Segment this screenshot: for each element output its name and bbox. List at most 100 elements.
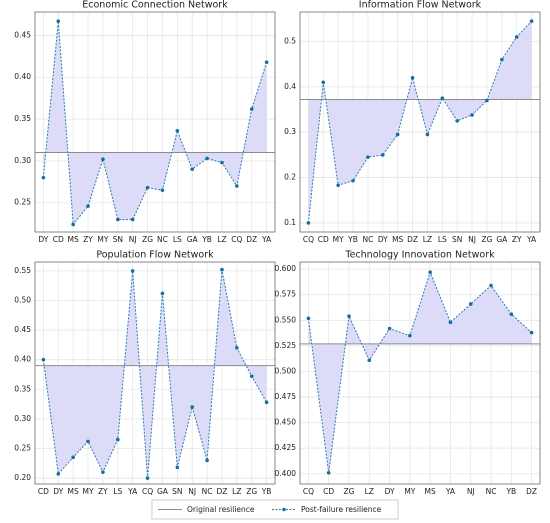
point [367,358,372,363]
x-tick-label: CQ [231,235,242,244]
point [425,132,430,137]
point [56,472,61,476]
y-tick-label: 0.425 [275,443,297,452]
point [220,267,224,272]
x-tick-label: GA [496,235,508,244]
point [86,204,90,208]
x-tick-label: GA [157,487,169,496]
point [249,107,254,111]
x-tick-label: NC [157,235,168,244]
x-tick-label: ZG [344,487,355,496]
point [500,57,504,62]
point [455,119,460,123]
x-tick-label: ZG [246,487,257,496]
x-tick-label: DZ [526,487,537,496]
x-tick-label: CD [53,235,64,244]
y-tick-label: 0.5 [284,36,296,45]
x-tick-label: CD [38,487,49,496]
point [347,314,351,319]
point [381,153,385,157]
x-tick-label: ZG [481,235,492,244]
x-tick-label: YA [127,487,138,496]
y-tick-label: 0.55 [14,266,31,275]
y-tick-label: 0.3 [284,127,296,136]
y-tick-label: 0.25 [14,443,31,452]
x-tick-label: NJ [129,235,137,244]
y-tick-label: 0.40 [14,72,31,81]
y-tick-label: 0.50 [14,295,31,304]
x-tick-label: MS [68,487,79,496]
y-tick-label: 0.1 [284,218,296,227]
y-tick-label: 0.475 [275,392,297,401]
x-tick-label: MS [425,487,436,496]
y-tick-label: 0.450 [275,418,297,427]
chart-title: Economic Connection Network [82,0,228,11]
y-tick-label: 0.600 [275,264,297,273]
x-tick-label: LZ [232,487,241,496]
y-tick-label: 0.35 [14,114,31,123]
x-tick-label: ZG [142,235,153,244]
y-tick-label: 0.30 [14,414,31,423]
x-tick-label: YA [261,235,272,244]
y-tick-label: 0.25 [14,198,31,207]
point [410,75,415,80]
x-tick-label: LS [173,235,182,244]
point [489,283,493,288]
point [130,269,135,273]
point [448,320,453,325]
x-tick-label: SN [452,235,462,244]
point [160,188,165,192]
x-tick-label: YA [445,487,456,496]
x-tick-label: GA [187,235,199,244]
x-tick-label: NJ [188,487,196,496]
y-tick-label: 0.35 [14,384,31,393]
x-tick-label: LZ [217,235,226,244]
point [130,217,135,222]
point [264,60,269,64]
point [175,128,180,133]
post-failure-line [42,21,268,226]
x-tick-label: NC [202,487,213,496]
x-tick-label: CD [318,235,329,244]
point [485,98,489,103]
point [160,291,165,296]
x-tick-label: NJ [467,487,475,496]
point [145,476,150,480]
y-tick-label: 0.525 [275,341,297,350]
x-tick-label: ZY [98,487,108,496]
x-tick-label: DZ [216,487,227,496]
point [351,178,355,183]
axes-frame [34,11,276,233]
x-tick-label: DZ [246,235,257,244]
x-tick-label: ZY [83,235,93,244]
x-tick-label: MY [83,487,94,496]
fill-area [308,272,532,473]
x-tick-label: MY [333,235,344,244]
point [235,346,239,350]
legend-marker [282,507,286,512]
point [306,316,311,321]
point [514,35,519,39]
x-tick-label: CQ [142,487,153,496]
point [145,185,150,190]
x-tick-label: NC [486,487,497,496]
point [306,221,311,225]
fill-area [43,21,267,225]
point [326,470,331,475]
legend-label: Original resilience [187,505,255,514]
post-failure-line [42,269,268,479]
chart-title: Technology Innovation Network [344,250,495,261]
point [190,167,194,172]
point [175,465,180,470]
x-tick-label: LZ [423,235,432,244]
point [41,357,46,362]
x-tick-label: LS [438,235,447,244]
point [336,183,340,188]
x-tick-label: YB [505,487,516,496]
point [366,155,370,159]
x-tick-label: DY [385,487,395,496]
y-tick-label: 0.4 [284,82,296,91]
point [468,302,473,306]
chart-title: Population Flow Network [96,250,214,261]
